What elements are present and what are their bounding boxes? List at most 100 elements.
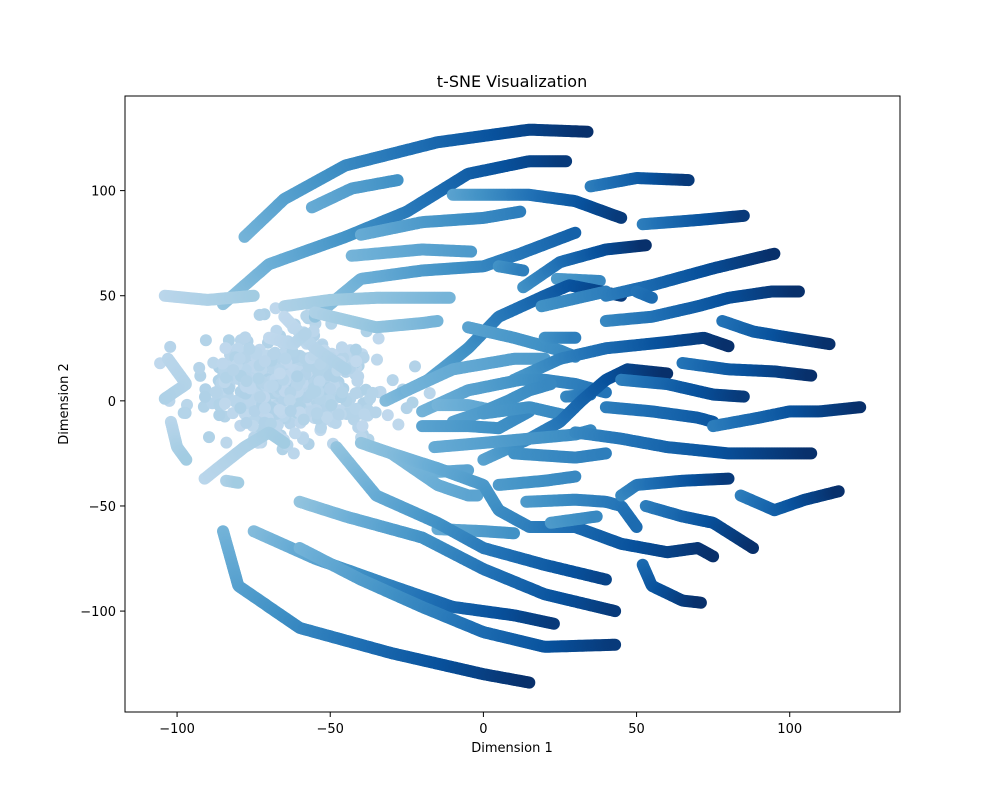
cluster-point [213,409,226,422]
cluster-point [219,397,231,410]
strand-point [747,542,759,554]
strand-point [569,226,582,239]
cluster-point [258,355,271,368]
cluster-point [423,387,436,400]
strand-point [722,472,735,485]
cluster-point [219,342,232,355]
cluster-point [283,394,296,407]
strand-point [517,264,530,277]
cluster-point [349,387,362,400]
cluster-point [358,408,371,421]
cluster-point [273,404,286,416]
cluster-point [332,408,345,421]
strand-point [560,155,573,168]
strand-point [737,390,750,403]
cluster-point [233,352,246,365]
cluster-point [252,372,265,385]
cluster-point [366,386,379,399]
cluster-point [216,357,229,370]
strand-point [615,211,628,224]
cluster-point [386,374,399,387]
strand-point [569,470,582,483]
cluster-point [409,360,421,373]
scatter-points [154,123,867,689]
cluster-point [321,411,333,424]
cluster-point [267,348,280,361]
chart-title: t-SNE Visualization [437,72,587,91]
strand-point [854,401,867,414]
cluster-point [220,436,233,449]
strand-point [645,291,658,304]
cluster-point [371,353,383,366]
cluster-point [313,375,326,388]
cluster-point [239,331,252,344]
cluster-point [253,308,266,321]
cluster-point [287,447,300,460]
strand-point [465,245,478,258]
strand-point [694,596,707,609]
cluster-point [254,391,266,403]
cluster-point [259,402,271,415]
cluster-point [199,390,211,403]
strand-point [707,550,720,563]
cluster-point [199,334,212,347]
strand-point [832,485,845,498]
cluster-point [381,409,394,422]
cluster-point [289,427,301,440]
strand-point [391,174,404,187]
cluster-point [227,364,240,377]
strand-point [792,285,805,298]
cluster-point [336,386,349,399]
cluster-point [291,370,304,383]
cluster-point [209,386,222,399]
cluster-point [284,405,297,417]
cluster-point [369,406,382,419]
cluster-point [177,406,190,419]
strand-point [630,521,643,533]
cluster-point [193,361,206,374]
strand-point [768,247,781,260]
strand-point [599,447,612,460]
cluster-point [349,343,362,356]
cluster-point [266,379,279,392]
strand-point [599,573,612,586]
cluster-point [273,367,286,380]
strand-point [805,447,818,460]
cluster-point [203,431,215,444]
cluster-point [392,418,405,431]
cluster-point [243,342,256,355]
cluster-point [400,402,413,415]
strand-point [590,510,603,523]
strand-point [682,174,695,187]
strand-point [443,291,456,304]
strand-point [823,338,836,351]
cluster-point [335,341,348,354]
strand-point [544,378,557,390]
cluster-point [220,371,232,384]
strand-point [569,331,582,344]
strand-point [514,205,527,218]
cluster-point [350,355,363,368]
cluster-point [324,382,337,395]
cluster-point [164,340,177,353]
cluster-point [356,420,369,432]
cluster-point [352,370,365,383]
cluster-point [207,356,220,369]
cluster-point [372,332,385,345]
cluster-point [325,399,338,412]
cluster-point [297,413,310,426]
cluster-point [349,403,362,416]
strand-point [737,209,750,222]
cluster-point [240,375,253,387]
strand-point [593,275,606,287]
cluster-point [279,352,292,365]
strand-point [722,340,735,353]
cluster-point [315,421,327,434]
cluster-point [309,385,322,398]
strand-point [805,369,818,382]
cluster-point [240,416,253,429]
strand-point [431,315,444,327]
cluster-point [310,407,323,420]
strand-point [639,239,652,252]
